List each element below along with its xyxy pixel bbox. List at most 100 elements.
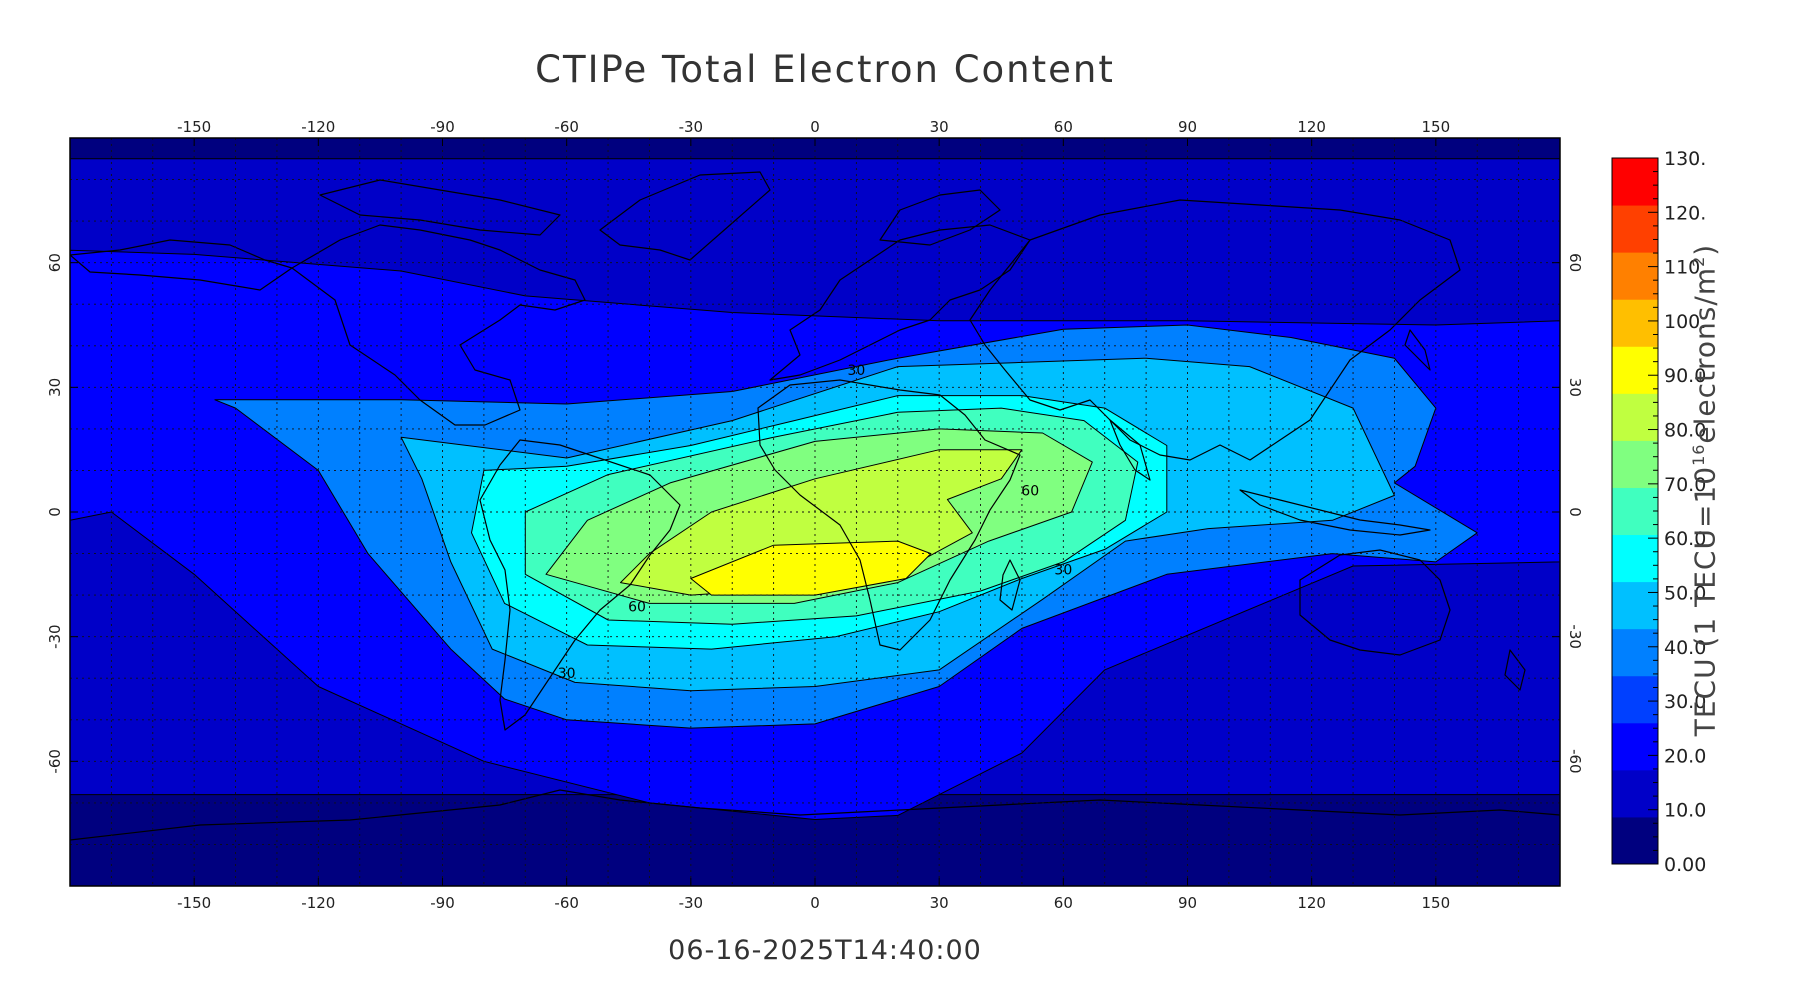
colorbar-label: 100.: [1664, 311, 1706, 333]
colorbar-title-prefix: TECU (1 TECU=10: [1688, 465, 1722, 737]
x-tick-label-top: -90: [430, 118, 455, 136]
colorbar-label: 20.0: [1664, 745, 1706, 767]
x-tick-label-bottom: -30: [679, 894, 704, 912]
colorbar-label: 90.0: [1664, 365, 1706, 387]
contour-labels: 30 60 30 60 30: [558, 363, 1072, 682]
timestamp: 06-16-2025T14:40:00: [668, 935, 982, 966]
y-tick-label-right: 30: [1566, 378, 1584, 397]
colorbar-band: [1612, 769, 1658, 818]
coastline-indonesia: [1239, 489, 1431, 536]
x-tick-label-top: -60: [554, 118, 579, 136]
coastline-africa: [757, 379, 1021, 651]
coastline-new-zealand: [1504, 649, 1526, 691]
colorbar-band: [1612, 581, 1658, 630]
map-plot-area: 30 60 30 60 30: [70, 138, 1560, 886]
x-tick-label-top: 90: [1178, 118, 1197, 136]
colorbar-label: 50.0: [1664, 582, 1706, 604]
colorbar-label: 10.0: [1664, 800, 1706, 822]
coastline-japan: [1404, 329, 1431, 371]
coastline-alaska: [70, 239, 293, 291]
colorbar-band: [1612, 158, 1658, 206]
colorbar-labels: 0.00 10.0 20.0 30.0 40.0 50.0 60.0 70.0 80.0 90.0…: [1664, 148, 1706, 876]
coastline-madagascar: [999, 559, 1021, 611]
colorbar-title-exponent-2: 2: [1689, 255, 1709, 267]
graticule: [70, 138, 1560, 886]
x-tick-label-bottom: -150: [177, 894, 211, 912]
colorbar-band: [1612, 628, 1658, 677]
y-tick-label-right: 0: [1566, 507, 1584, 517]
y-tick-label-right: -30: [1566, 624, 1584, 649]
colorbar-bands: [1612, 158, 1658, 865]
colorbar-title-suffix: ): [1688, 243, 1722, 256]
x-tick-label-bottom: 0: [810, 894, 820, 912]
colorbar-title-units: electrons/m: [1688, 266, 1722, 444]
x-tick-label-bottom: 60: [1054, 894, 1073, 912]
x-tick-label-bottom: 120: [1297, 894, 1326, 912]
colorbar-band: [1612, 346, 1658, 394]
contour-label: 60: [1021, 483, 1039, 499]
x-tick-label-bottom: -60: [554, 894, 579, 912]
x-tick-label-top: 120: [1297, 118, 1326, 136]
colorbar-ticks: [1648, 157, 1658, 865]
colorbar-label: 130.: [1664, 148, 1706, 170]
colorbar-band: [1612, 299, 1658, 347]
y-tick-label-left: 60: [46, 253, 64, 272]
coastline-scandinavia: [879, 189, 1001, 246]
colorbar-label: 60.0: [1664, 528, 1706, 550]
x-tick-label-bottom: 30: [930, 894, 949, 912]
contour-label: 30: [1054, 562, 1072, 578]
x-tick-label-bottom: -120: [301, 894, 335, 912]
colorbar-band: [1612, 252, 1658, 300]
y-tick-label-left: -30: [46, 624, 64, 649]
x-tick-label-bottom: -90: [430, 894, 455, 912]
coastline-australia: [1299, 549, 1451, 656]
x-tick-label-bottom: 150: [1422, 894, 1451, 912]
y-tick-label-right: 60: [1566, 253, 1584, 272]
x-tick-label-top: -150: [177, 118, 211, 136]
x-tick-label-top: -120: [301, 118, 335, 136]
colorbar-label: 30.0: [1664, 691, 1706, 713]
coastline-north-america: [291, 224, 586, 426]
y-tick-label-right: -60: [1566, 749, 1584, 774]
colorbar-band: [1612, 675, 1658, 724]
x-tick-label-top: 0: [810, 118, 820, 136]
colorbar-band: [1612, 393, 1658, 441]
colorbar-title-exponent: 16: [1689, 443, 1709, 466]
colorbar-label: 80.0: [1664, 420, 1706, 442]
colorbar-title: TECU (1 TECU=1016electrons/m2): [1689, 244, 1722, 736]
y-tick-label-left: 30: [46, 378, 64, 397]
x-tick-label-top: 30: [930, 118, 949, 136]
coastline-asia: [969, 199, 1461, 461]
coastline-india: [1109, 419, 1151, 481]
colorbar-band: [1612, 816, 1658, 865]
colorbar: 0.00 10.0 20.0 30.0 40.0 50.0 60.0 70.0 80.0 90.0…: [1611, 148, 1706, 876]
colorbar-band: [1612, 205, 1658, 253]
axis-ticks: [70, 138, 1560, 886]
colorbar-band: [1612, 722, 1658, 771]
coastline-canadian-arctic: [319, 179, 561, 236]
coastline-antarctica: [70, 789, 1560, 841]
contour-label: 30: [847, 363, 865, 379]
coastline-greenland: [599, 171, 771, 261]
colorbar-band: [1612, 440, 1658, 488]
contour-label: 60: [628, 600, 646, 616]
chart-title: CTIPe Total Electron Content: [535, 48, 1115, 91]
tec-region-90: [690, 540, 932, 596]
x-tick-label-top: 60: [1054, 118, 1073, 136]
colorbar-label: 40.0: [1664, 637, 1706, 659]
contour-label: 30: [558, 666, 576, 682]
x-tick-label-top: 150: [1422, 118, 1451, 136]
x-tick-label-top: -30: [679, 118, 704, 136]
coastline-south-america: [479, 439, 681, 731]
colorbar-label: 70.0: [1664, 474, 1706, 496]
colorbar-band: [1612, 487, 1658, 536]
colorbar-band: [1612, 534, 1658, 583]
axis-labels: -150-150-120-120-90-90-60-60-30-30003030…: [46, 118, 1584, 912]
y-tick-label-left: -60: [46, 749, 64, 774]
colorbar-label: 120.: [1664, 202, 1706, 224]
y-tick-label-left: 0: [46, 507, 64, 517]
x-tick-label-bottom: 90: [1178, 894, 1197, 912]
coastlines: [70, 171, 1560, 841]
colorbar-label: 0.00: [1664, 854, 1706, 876]
